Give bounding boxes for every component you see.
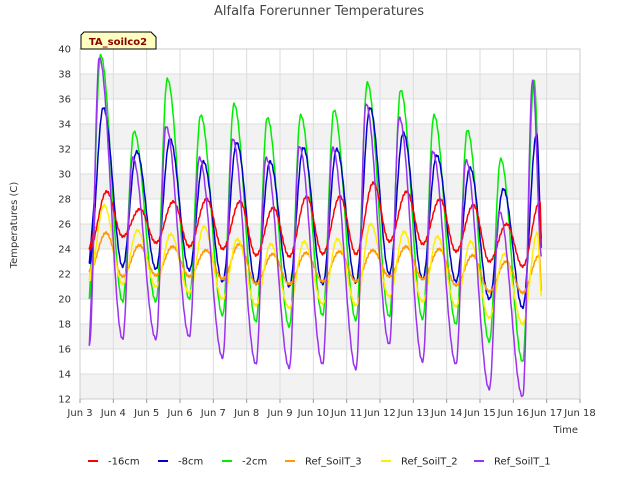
y-tick-label: 16	[58, 345, 71, 356]
y-tick-label: 36	[58, 95, 71, 106]
x-tick-label: Jun 11	[330, 408, 363, 419]
x-tick-label: Jun 15	[463, 408, 496, 419]
x-tick-label: Jun 8	[233, 408, 259, 419]
y-tick-label: 12	[58, 395, 71, 406]
x-tick-label: Jun 4	[100, 408, 126, 419]
x-tick-label: Jun 12	[363, 408, 396, 419]
x-tick-label: Jun 10	[297, 408, 330, 419]
chart-title: Alfalfa Forerunner Temperatures	[214, 4, 424, 19]
x-tick-label: Jun 16	[497, 408, 530, 419]
y-tick-label: 22	[58, 270, 71, 281]
plot-frame	[79, 48, 581, 400]
y-tick-label: 28	[58, 195, 71, 206]
x-tick-label: Jun 9	[266, 408, 292, 419]
y-tick-label: 26	[58, 220, 71, 231]
plot-band	[80, 349, 580, 374]
badge-box	[80, 31, 157, 50]
badge-label: TA_soilco2	[89, 37, 147, 48]
x-tick-label: Jun 14	[430, 408, 463, 419]
site-badge: TA_soilco2	[80, 31, 157, 50]
plot-band	[80, 124, 580, 149]
legend-label: Ref_SoilT_1	[494, 457, 551, 468]
series-line--2cm	[88, 53, 543, 362]
x-tick-label: Jun 13	[397, 408, 430, 419]
plot-band	[80, 49, 580, 74]
legend-label: Ref_SoilT_3	[305, 457, 362, 468]
legend-label: -2cm	[242, 457, 267, 468]
plot-band	[80, 324, 580, 349]
plot-band	[80, 99, 580, 124]
series-line--8cm	[88, 107, 543, 310]
x-tick-label: Jun 3	[66, 408, 92, 419]
legend-label: Ref_SoilT_2	[401, 457, 458, 468]
y-axis-ticks: 12 14 16 18 20 22 24 26 28 30 32 34 36 38 40	[58, 45, 71, 406]
x-axis-ticks: Jun 3 Jun 4 Jun 5 Jun 6 Jun 7 Jun 8 Jun 9 Jun 1…	[66, 399, 596, 419]
x-tick-label: Jun 18	[563, 408, 596, 419]
series-lines	[88, 53, 543, 398]
legend-label: -16cm	[108, 457, 140, 468]
y-tick-label: 14	[58, 370, 71, 381]
y-tick-label: 32	[58, 145, 71, 156]
series-line-ref-soilt-3	[88, 231, 543, 295]
plot-band	[80, 74, 580, 99]
y-tick-label: 20	[58, 295, 71, 306]
y-tick-label: 40	[58, 45, 71, 56]
legend-label: -8cm	[178, 457, 203, 468]
x-tick-label: Jun 17	[530, 408, 563, 419]
plot-band	[80, 299, 580, 324]
series-line-ref-soilt-1	[88, 57, 543, 398]
x-tick-label: Jun 5	[133, 408, 159, 419]
x-axis-title: Time	[553, 425, 578, 436]
series-line-ref-soilt-2	[88, 203, 543, 326]
y-tick-label: 18	[58, 320, 71, 331]
x-tick-label: Jun 6	[166, 408, 192, 419]
plot-band	[80, 374, 580, 399]
x-tick-label: Jun 7	[200, 408, 226, 419]
legend: -16cm -8cm -2cm Ref_SoilT_3 Ref_SoilT_2 Ref_S…	[88, 457, 551, 468]
y-tick-label: 38	[58, 70, 71, 81]
y-tick-label: 30	[58, 170, 71, 181]
series-line--16cm	[88, 181, 543, 269]
y-axis-title: Temperatures (C)	[9, 182, 20, 270]
y-tick-label: 24	[58, 245, 71, 256]
y-tick-label: 34	[58, 120, 71, 131]
